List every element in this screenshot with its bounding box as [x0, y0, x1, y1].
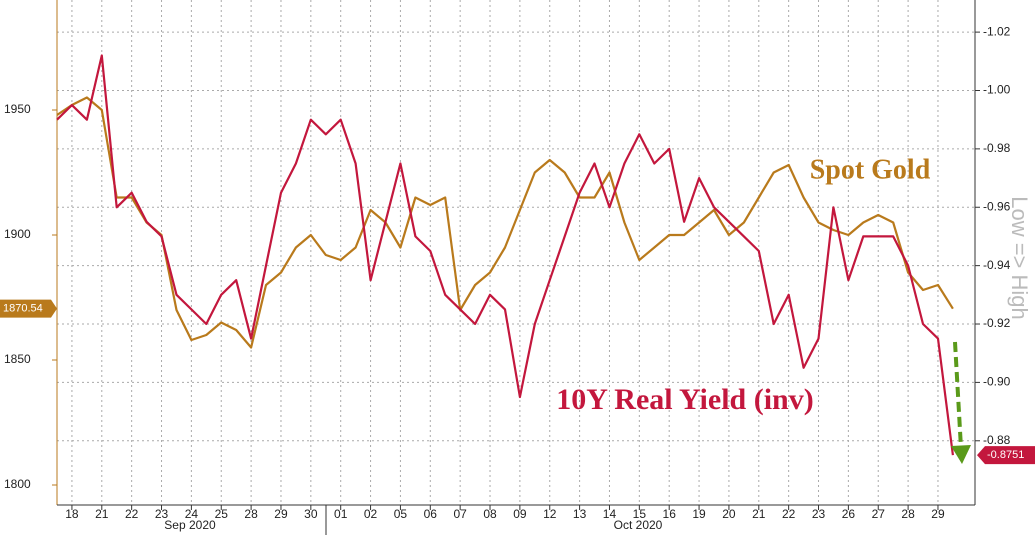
- y-tick-label: 1850: [4, 352, 31, 366]
- x-tick-label: 27: [872, 507, 886, 521]
- x-group-label: Oct 2020: [614, 518, 663, 532]
- x-tick-label: 15: [633, 507, 647, 521]
- x-tick-label: 07: [453, 507, 467, 521]
- y2-tick-label: -0.90: [983, 375, 1011, 389]
- x-tick-label: 13: [573, 507, 587, 521]
- x-tick-label: 22: [125, 507, 139, 521]
- x-tick-label: 22: [782, 507, 796, 521]
- x-tick-label: 12: [543, 507, 557, 521]
- x-tick-label: 29: [931, 507, 945, 521]
- x-tick-label: 05: [394, 507, 408, 521]
- y2-axis-label: Low => High: [1007, 196, 1032, 320]
- x-group-label: Sep 2020: [164, 518, 216, 532]
- y-tick-label: 1800: [4, 477, 31, 491]
- last-value-label: 1870.54: [3, 303, 43, 315]
- y-tick-label: 1900: [4, 227, 31, 241]
- y2-tick-label: -0.96: [983, 199, 1011, 213]
- x-tick-label: 16: [663, 507, 677, 521]
- x-tick-label: 18: [65, 507, 79, 521]
- x-tick-label: 30: [304, 507, 318, 521]
- x-tick-label: 21: [752, 507, 766, 521]
- x-tick-label: 28: [901, 507, 915, 521]
- annotation: 10Y Real Yield (inv): [556, 383, 813, 416]
- x-tick-label: 24: [185, 507, 199, 521]
- annotation: Spot Gold: [810, 154, 931, 185]
- arrow-head: [951, 445, 971, 464]
- x-tick-label: 21: [95, 507, 109, 521]
- x-tick-label: 01: [334, 507, 348, 521]
- line-series: [56, 54, 954, 456]
- x-tick-label: 08: [483, 507, 497, 521]
- arrow: [951, 341, 971, 464]
- x-tick-label: 28: [244, 507, 258, 521]
- x-tick-label: 20: [722, 507, 736, 521]
- tag-box: [977, 446, 1035, 465]
- x-tick-label: 06: [424, 507, 438, 521]
- x-tick-label: 09: [513, 507, 527, 521]
- y2-tick-label: -0.98: [983, 141, 1011, 155]
- y2-tick-label: -1.02: [983, 24, 1011, 38]
- arrow-shaft: [953, 341, 963, 449]
- x-tick-label: 29: [274, 507, 288, 521]
- x-tick-label: 23: [155, 507, 169, 521]
- tag-box: [0, 299, 57, 318]
- y2-tick-label: -0.88: [983, 433, 1011, 447]
- x-tick-label: 14: [603, 507, 617, 521]
- last-value-label: -0.8751: [987, 449, 1024, 461]
- x-tick-label: 26: [842, 507, 856, 521]
- line-series: [56, 96, 954, 349]
- x-tick-label: 19: [692, 507, 706, 521]
- x-tick-label: 02: [364, 507, 378, 521]
- last-value-tag: 1870.54: [0, 299, 57, 318]
- y-tick-label: 1950: [4, 102, 31, 116]
- x-tick-label: 25: [215, 507, 229, 521]
- y2-tick-label: -1.00: [983, 83, 1011, 97]
- last-value-tag: -0.8751: [977, 446, 1035, 465]
- y2-tick-label: -0.92: [983, 316, 1011, 330]
- x-tick-label: 23: [812, 507, 826, 521]
- y2-tick-label: -0.94: [983, 258, 1011, 272]
